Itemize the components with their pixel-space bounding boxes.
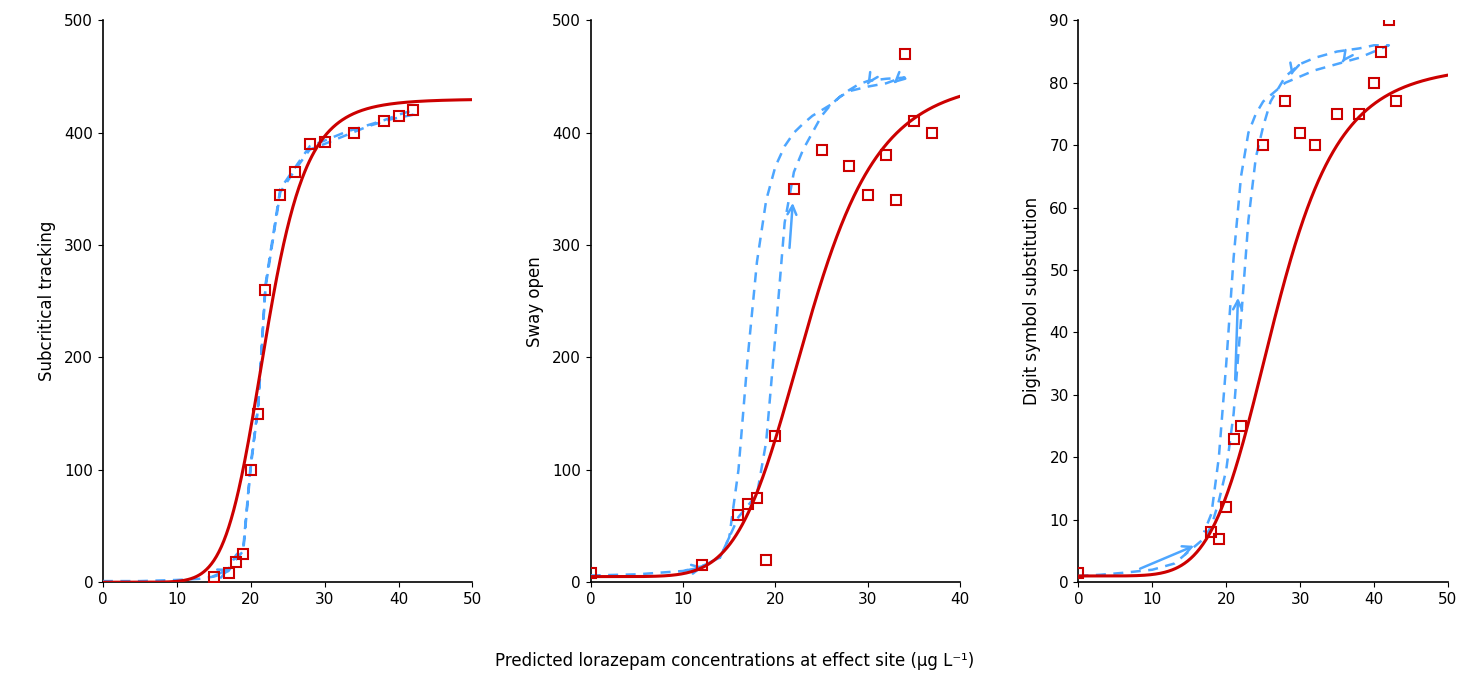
Y-axis label: Sway open: Sway open (526, 256, 544, 347)
Text: Predicted lorazepam concentrations at effect site (μg L⁻¹): Predicted lorazepam concentrations at ef… (495, 652, 975, 670)
Y-axis label: Digit symbol substitution: Digit symbol substitution (1023, 197, 1041, 406)
Y-axis label: Subcritical tracking: Subcritical tracking (38, 221, 56, 381)
